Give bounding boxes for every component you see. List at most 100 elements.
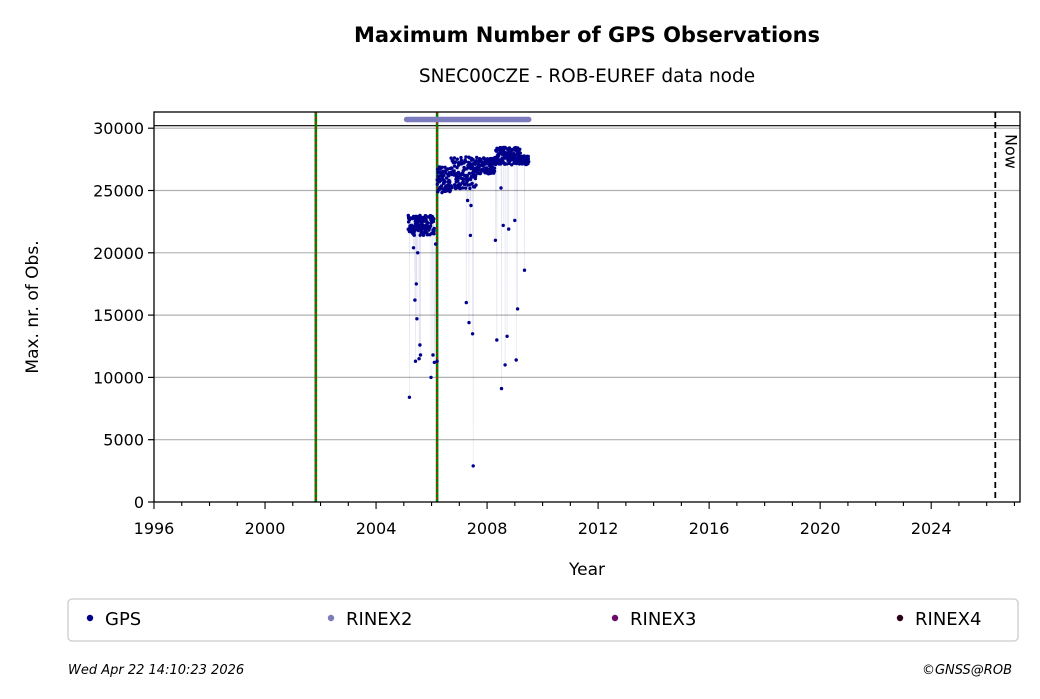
x-axis-ticks: 1996 2000 2004 2008 2012 2016 2020 2024 (134, 502, 1015, 538)
gps-point (470, 181, 474, 186)
gps-point (432, 226, 436, 231)
gps-point (432, 360, 436, 365)
gps-point (428, 224, 433, 228)
gps-point (492, 166, 497, 170)
gps-point (415, 317, 419, 321)
legend-label-gps: GPS (105, 609, 141, 630)
gps-point (416, 251, 420, 255)
gps-point (514, 358, 518, 362)
gps-trace (407, 147, 529, 466)
grid-lines (154, 125, 1020, 441)
gps-point (493, 238, 498, 242)
footer-credit: ©GNSS@ROB (922, 663, 1012, 678)
gps-point (499, 386, 504, 391)
gps-point (518, 147, 522, 151)
y-tick-label-10000: 10000 (93, 368, 144, 387)
gps-point (450, 166, 454, 170)
gps-point (424, 214, 428, 218)
gps-point (450, 186, 454, 190)
gps-point (507, 146, 512, 150)
gps-point (443, 179, 447, 184)
gps-point (467, 320, 471, 325)
gps-point (414, 282, 418, 286)
gps-point (413, 359, 418, 363)
gps-point (426, 221, 430, 225)
gps-point (412, 233, 416, 237)
gps-point (431, 219, 436, 224)
gps-point (411, 246, 416, 250)
gps-point (464, 186, 468, 190)
gps-point (432, 217, 436, 221)
gps-point (461, 186, 465, 190)
gps-point (422, 231, 426, 235)
gps-point (425, 233, 429, 237)
y-axis-ticks: 0 5000 10000 15000 20000 25000 30000 (93, 119, 154, 512)
legend-marker-gps (86, 614, 94, 622)
gps-point (468, 233, 473, 238)
gps-point (435, 359, 439, 363)
gps-point (459, 155, 463, 160)
gps-point (526, 154, 530, 159)
legend-label-rinex2: RINEX2 (346, 609, 412, 630)
gps-point (424, 217, 428, 221)
gps-point (468, 186, 472, 191)
gps-point (440, 190, 444, 195)
gps-point (469, 203, 473, 208)
legend-marker-rinex2 (327, 614, 335, 622)
x-tick-label-2008: 2008 (467, 519, 508, 538)
gps-point (435, 182, 439, 186)
gps-point (463, 159, 468, 164)
gps-point (527, 160, 531, 164)
y-tick-label-30000: 30000 (93, 119, 144, 138)
gps-point (465, 198, 470, 203)
gps-point (429, 375, 433, 380)
gps-point (461, 177, 465, 181)
gps-point (470, 332, 475, 336)
gps-point (440, 165, 444, 169)
gps-point (522, 268, 527, 272)
gps-point (502, 148, 506, 152)
gps-point (455, 157, 459, 161)
gps-point (407, 395, 412, 399)
gps-point (455, 165, 459, 170)
gps-point (505, 334, 509, 338)
gps-point (507, 227, 511, 231)
gps-point (495, 338, 499, 342)
gps-point (467, 171, 472, 176)
y-tick-label-20000: 20000 (93, 244, 144, 263)
x-axis-label: Year (568, 560, 605, 580)
legend-marker-rinex4 (896, 614, 904, 622)
legend-marker-rinex3 (611, 614, 619, 622)
gps-point (518, 151, 522, 155)
gps-point (418, 343, 422, 347)
gps-point (443, 165, 447, 169)
gps-point (501, 223, 505, 228)
gps-point (464, 300, 468, 305)
y-axis-label: Max. nr. of Obs. (23, 240, 43, 373)
gps-point (461, 179, 465, 184)
gps-point (474, 183, 478, 187)
gps-point (444, 176, 449, 180)
gps-point (452, 156, 457, 160)
x-tick-label-2012: 2012 (578, 519, 619, 538)
gps-point (492, 169, 497, 173)
gps-point (503, 363, 507, 367)
gps-point (471, 464, 475, 468)
gps-point (449, 156, 453, 160)
gps-point (515, 307, 520, 311)
gps-point (499, 186, 503, 190)
now-label: Now (1001, 134, 1020, 169)
x-tick-label-2000: 2000 (245, 519, 286, 538)
gps-point (417, 227, 421, 231)
legend-label-rinex3: RINEX3 (630, 609, 696, 630)
gps-point (464, 155, 468, 159)
gps-point (448, 188, 452, 193)
x-tick-label-2024: 2024 (911, 519, 952, 538)
gps-point (418, 353, 423, 357)
gps-point (417, 357, 421, 361)
y-tick-label-15000: 15000 (93, 306, 144, 325)
gps-point (436, 167, 440, 171)
plot-frame (153, 111, 1021, 503)
gps-point (447, 174, 451, 178)
